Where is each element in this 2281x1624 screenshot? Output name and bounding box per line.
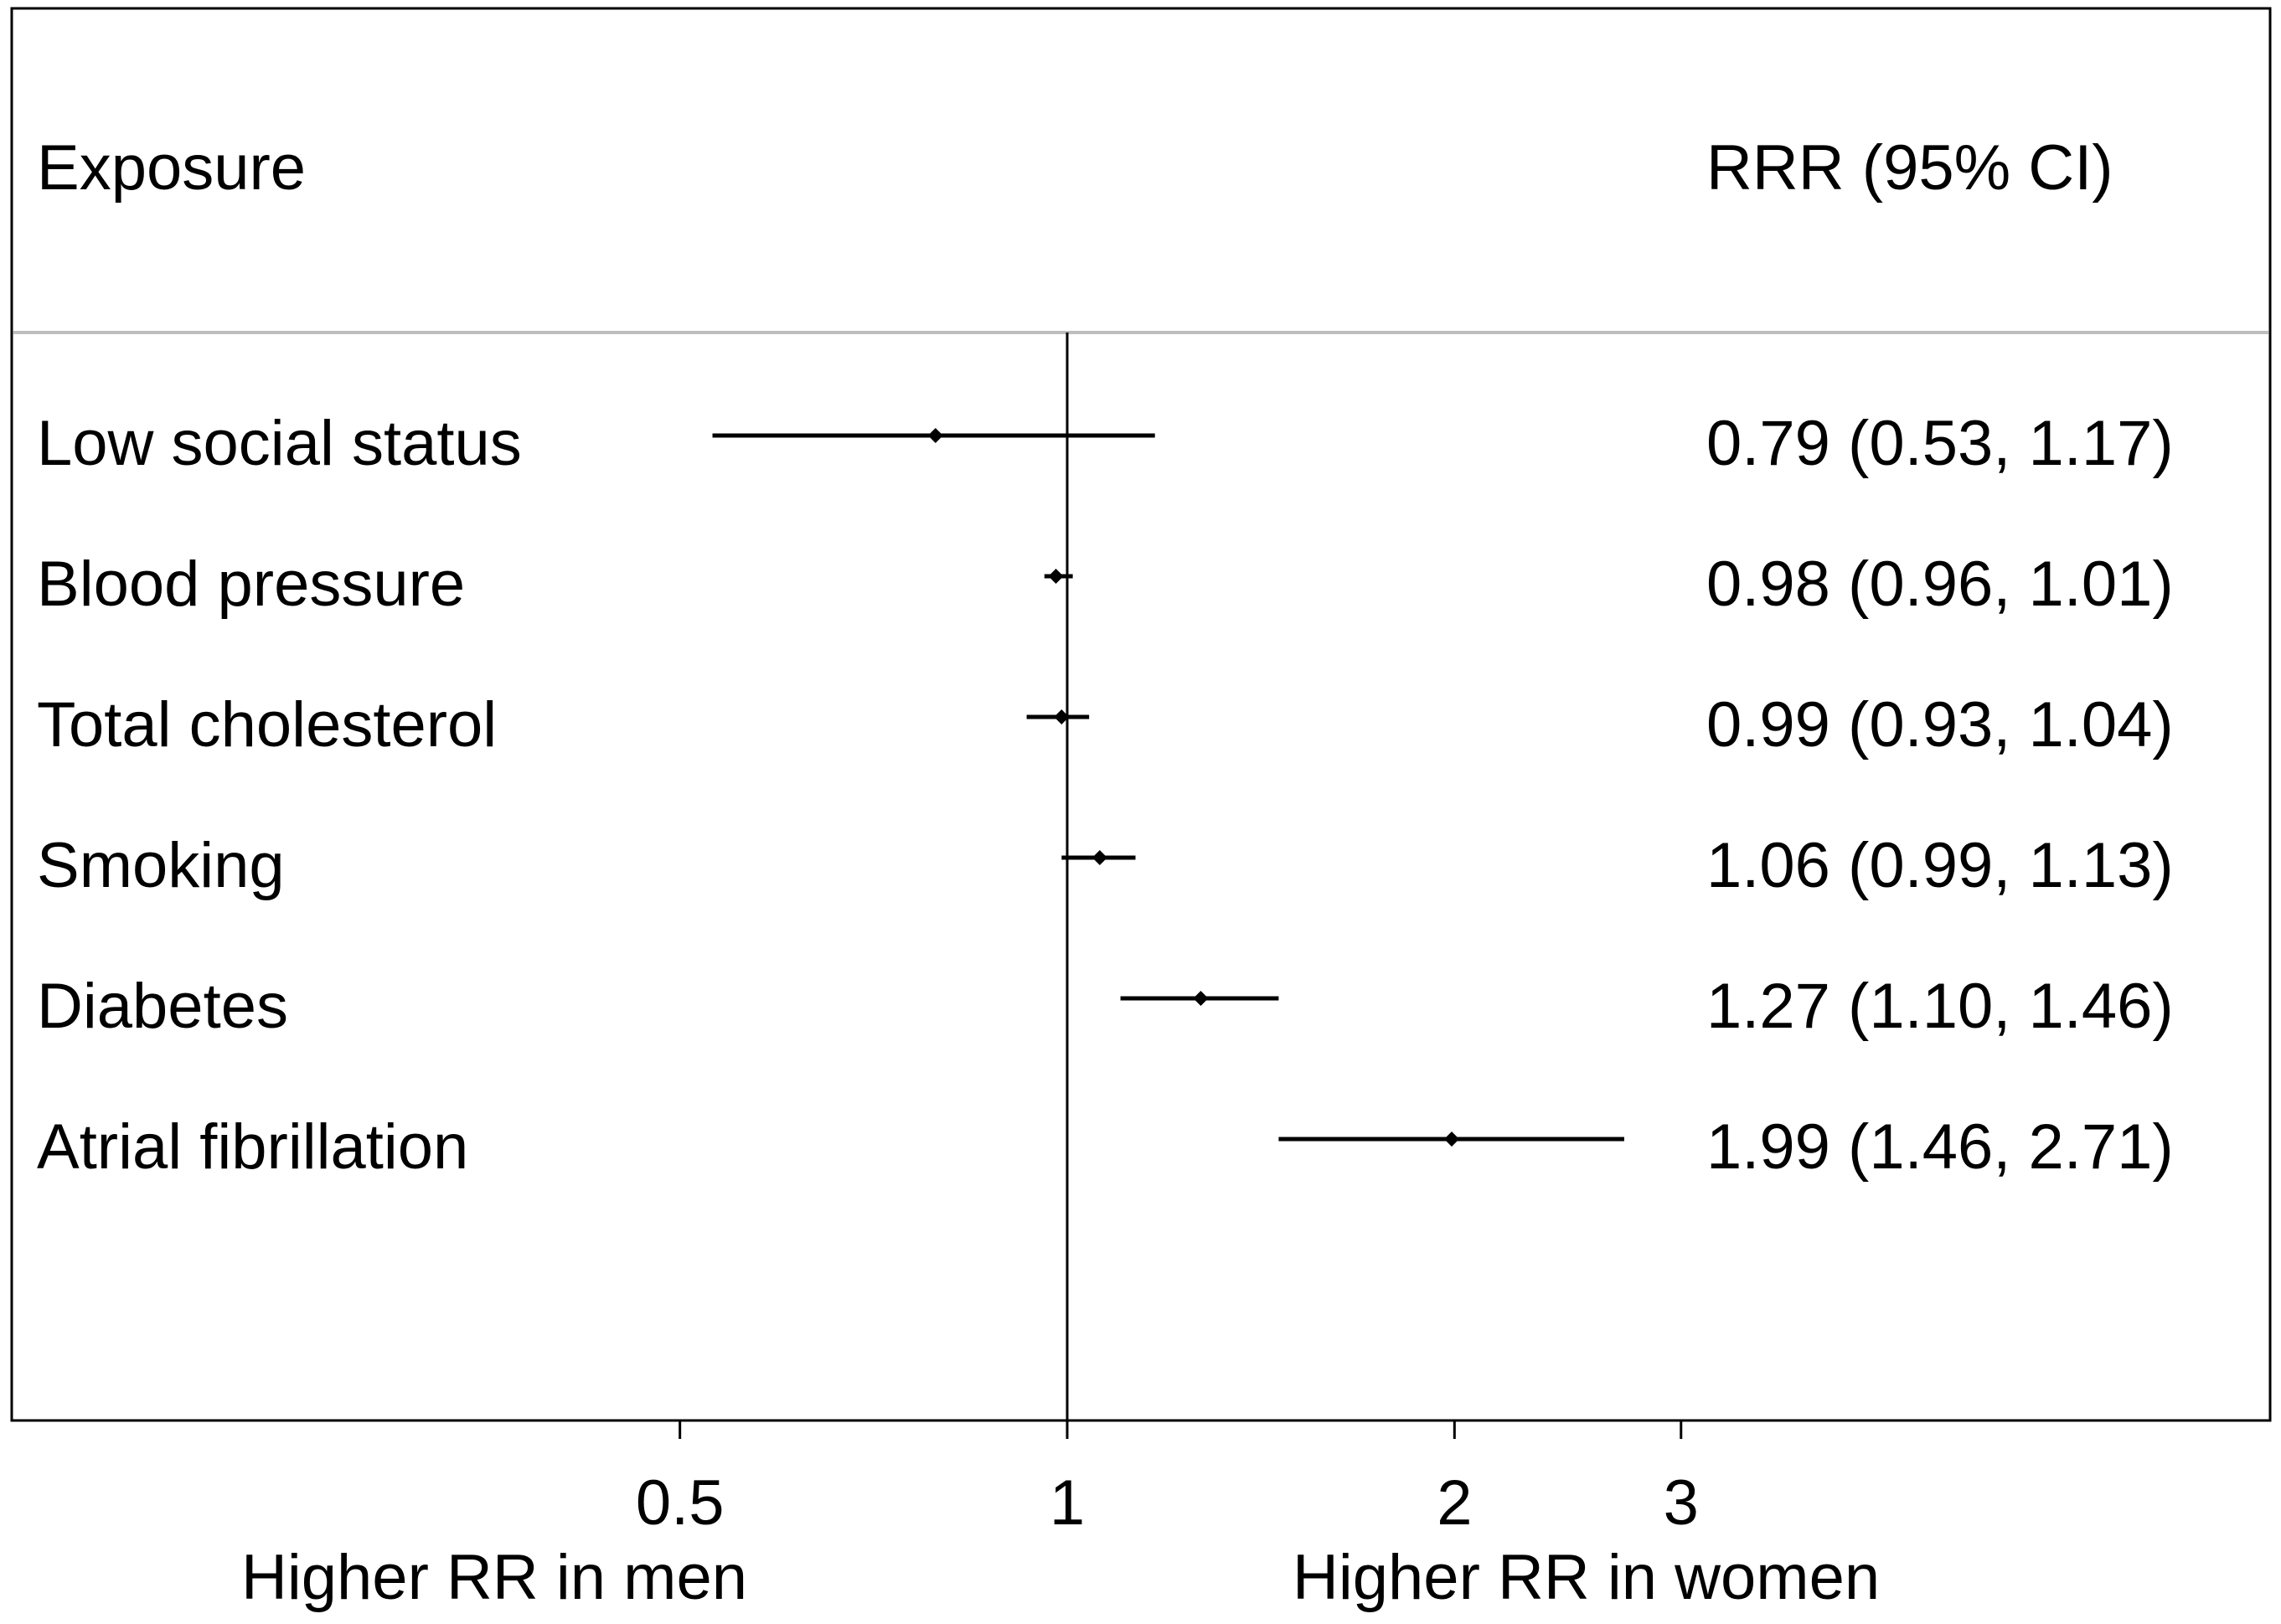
point-estimate-total-cholesterol bbox=[1054, 709, 1070, 724]
estimate-text-atrial-fibrillation: 1.99 (1.46, 2.71) bbox=[1706, 1111, 2174, 1183]
point-estimate-low-social-status bbox=[927, 428, 943, 443]
estimate-text-diabetes: 1.27 (1.10, 1.46) bbox=[1706, 971, 2174, 1042]
point-estimate-diabetes bbox=[1193, 991, 1209, 1006]
x-tick-label-0-5: 0.5 bbox=[636, 1467, 725, 1539]
row-label-low-social-status: Low social status bbox=[37, 408, 522, 479]
row-label-smoking: Smoking bbox=[37, 830, 285, 901]
label-higher-rr-men: Higher RR in men bbox=[241, 1542, 747, 1613]
x-tick-label-3: 3 bbox=[1664, 1467, 1699, 1539]
forest-rows: Low social status 0.79 (0.53, 1.17) Blood … bbox=[37, 408, 2174, 1183]
point-estimate-atrial-fibrillation bbox=[1443, 1132, 1459, 1147]
estimate-text-low-social-status: 0.79 (0.53, 1.17) bbox=[1706, 408, 2174, 479]
estimate-text-blood-pressure: 0.98 (0.96, 1.01) bbox=[1706, 549, 2174, 620]
header-rrr-ci: RRR (95% CI) bbox=[1706, 132, 2113, 204]
estimate-text-smoking: 1.06 (0.99, 1.13) bbox=[1706, 830, 2174, 901]
row-label-total-cholesterol: Total cholesterol bbox=[37, 689, 497, 760]
point-estimate-smoking bbox=[1091, 850, 1107, 865]
label-higher-rr-women: Higher RR in women bbox=[1293, 1542, 1880, 1613]
point-estimate-blood-pressure bbox=[1048, 569, 1064, 584]
row-label-diabetes: Diabetes bbox=[37, 971, 288, 1042]
plot-frame bbox=[10, 7, 2272, 1422]
x-axis: 0.5 1 2 3 bbox=[636, 1420, 1699, 1539]
row-label-blood-pressure: Blood pressure bbox=[37, 549, 465, 620]
x-tick-label-1: 1 bbox=[1050, 1467, 1085, 1539]
row-label-atrial-fibrillation: Atrial fibrillation bbox=[37, 1111, 468, 1183]
header-exposure: Exposure bbox=[37, 132, 306, 204]
estimate-text-total-cholesterol: 0.99 (0.93, 1.04) bbox=[1706, 689, 2174, 760]
x-tick-label-2: 2 bbox=[1437, 1467, 1472, 1539]
